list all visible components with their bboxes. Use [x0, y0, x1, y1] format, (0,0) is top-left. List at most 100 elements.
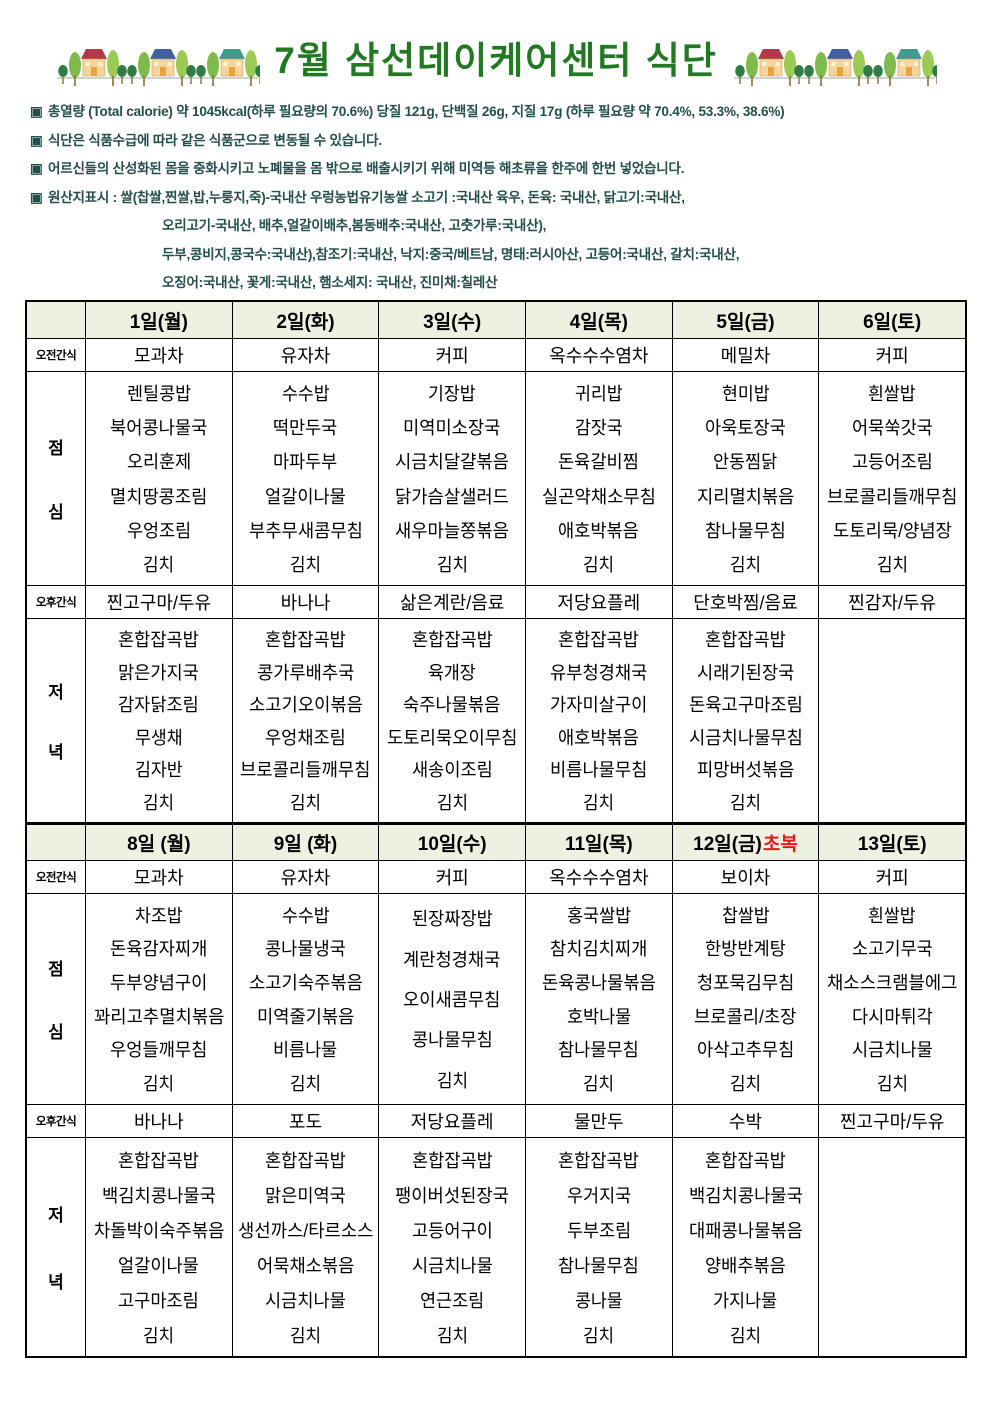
dinner-cell: 혼합잡곡밥 맑은미역국 생선까스/타르소스 어묵채소볶음 시금치나물 김치	[231, 1137, 379, 1356]
meal-item: 어묵쑥갓국	[851, 414, 934, 440]
day-header-cell: 9일 (화)	[231, 824, 379, 860]
meal-item: 실곤약채소무침	[541, 483, 657, 509]
corner-cell	[27, 302, 85, 338]
lunch-item-text: 우엉조림	[126, 520, 191, 541]
row-label-afternoon_snack: 오후간식	[27, 585, 85, 618]
lunch-item-text: 아욱토장국	[705, 418, 786, 439]
lunch-cell: 된장짜장밥 계란청경채국 오이새콤무침 콩나물무침 김치	[378, 893, 525, 1104]
lunch-item-text: 북어콩나물국	[110, 418, 208, 439]
meal-item: 아욱토장국	[704, 414, 787, 440]
lunch-item-text: 찹쌀밥	[721, 905, 770, 926]
note-text: 두부,콩비지,콩국수:국내산),참조기:국내산, 낙지:중국/베트남, 명태:러…	[162, 246, 740, 262]
meal-item: 가자미살구이	[549, 691, 648, 717]
dinner-item-text: 유부청경채국	[550, 662, 648, 683]
meal-item: 다시마튀각	[851, 1003, 934, 1029]
dinner-cell	[818, 618, 965, 822]
lunch-item-text: 멸치땅콩조림	[110, 486, 208, 507]
dinner-item-text: 혼합잡곡밥	[265, 630, 346, 651]
meal-item: 혼합잡곡밥	[411, 1147, 494, 1173]
dinner-label-char: 녁	[48, 1273, 64, 1292]
dinner-item-text: 연근조림	[420, 1290, 485, 1311]
afternoon_snack-item: 삶은계란/음료	[399, 593, 505, 613]
meal-item: 브로콜리들깨무침	[826, 483, 958, 509]
meal-item: 미역미소장국	[402, 414, 501, 440]
lunch-cell: 현미밥 아욱토장국 안동찜닭 지리멸치볶음 참나물무침 김치	[671, 371, 819, 585]
morning_snack-cell: 모과차	[85, 860, 232, 893]
meal-item: 콩나물냉국	[264, 935, 347, 961]
dinner-item-text: 우거지국	[566, 1185, 631, 1206]
afternoon_snack-cell: 바나나	[231, 585, 379, 618]
dinner-item-text: 혼합잡곡밥	[411, 1150, 493, 1171]
lunch-item-text: 비름나물	[273, 1040, 338, 1061]
meal-item: 고등어조림	[851, 448, 934, 474]
lunch-item-text: 렌틸콩밥	[126, 384, 191, 405]
lunch-item-text: 감잣국	[574, 418, 623, 439]
dinner-item-text: 애호박볶음	[558, 727, 640, 748]
lunch-item-text: 참나물무침	[558, 1040, 640, 1061]
meal-item: 꽈리고추멸치볶음	[93, 1003, 225, 1029]
meal-item: 어묵채소볶음	[256, 1252, 355, 1278]
day-header-label: 10일(수)	[417, 834, 487, 855]
morning_snack-cell: 보이차	[671, 860, 819, 893]
morning_snack-cell: 커피	[378, 338, 525, 371]
lunch-item-text: 고등어조림	[851, 452, 933, 473]
afternoon_snack-cell: 바나나	[85, 1104, 232, 1137]
lunch-item-text: 현미밥	[721, 384, 770, 405]
lunch-item-text: 김치	[143, 1074, 175, 1095]
meal-item: 김치	[582, 1322, 615, 1348]
meal-item: 김치	[289, 789, 322, 815]
dinner-item-text: 시금치나물무침	[688, 727, 803, 748]
dinner-cell: 혼합잡곡밥 시래기된장국 돈육고구마조림 시금치나물무침 피망버섯볶음 김치	[671, 618, 819, 822]
meal-item: 멸치땅콩조림	[109, 483, 208, 509]
lunch-item-text: 계란청경채국	[403, 949, 501, 970]
meal-item: 김치	[142, 1070, 175, 1096]
afternoon_snack-cell: 포도	[231, 1104, 379, 1137]
lunch-item-text: 우엉들깨무침	[110, 1040, 208, 1061]
meal-item: 감잣국	[574, 414, 624, 440]
meal-item: 차조밥	[134, 902, 184, 928]
dinner-item-text: 가지나물	[713, 1290, 778, 1311]
meal-item: 우거지국	[566, 1182, 632, 1208]
meal-item: 김치	[729, 551, 762, 577]
meal-item: 수수밥	[281, 902, 331, 928]
meal-item: 혼합잡곡밥	[264, 626, 347, 652]
meal-item: 혼합잡곡밥	[264, 1147, 347, 1173]
lunch-item-text: 김치	[583, 1074, 615, 1095]
meal-item: 김치	[729, 789, 762, 815]
corner-cell	[27, 824, 85, 860]
meal-item: 참치김치찌개	[549, 935, 648, 961]
lunch-item-text: 호박나물	[566, 1006, 631, 1027]
meal-item: 혼합잡곡밥	[117, 1147, 200, 1173]
day-header-cell: 8일 (월)	[85, 824, 232, 860]
afternoon_snack-item: 바나나	[133, 1112, 184, 1132]
lunch-item-text: 오이새콤무침	[403, 989, 501, 1010]
lunch-item-text: 콩나물냉국	[265, 939, 346, 960]
dinner-item-text: 맑은미역국	[265, 1185, 346, 1206]
dinner-item-text: 양배추볶음	[705, 1255, 786, 1276]
dinner-item-text: 고구마조림	[118, 1290, 200, 1311]
meal-item: 김치	[582, 551, 615, 577]
morning_snack-item: 옥수수수염차	[549, 346, 649, 366]
lunch-item-text: 미역줄기볶음	[256, 1006, 355, 1027]
meal-item: 혼합잡곡밥	[117, 626, 200, 652]
dinner-item-text: 시금치나물	[411, 1255, 493, 1276]
meal-item: 콩가루배추국	[256, 659, 355, 685]
morning_snack-item: 커피	[435, 346, 469, 366]
meal-item: 채소스크램블에그	[826, 969, 958, 995]
lunch-item-text: 김치	[289, 1074, 322, 1095]
lunch-item-text: 소고기숙주볶음	[248, 973, 363, 994]
lunch-item-text: 채소스크램블에그	[826, 973, 958, 994]
dinner-item-text: 김치	[143, 792, 175, 813]
dinner-item-text: 숙주나물볶음	[403, 695, 501, 716]
afternoon_snack-item: 단호박찜/음료	[693, 593, 798, 613]
meal-item: 우엉채조림	[264, 724, 347, 750]
meal-item: 유부청경채국	[549, 659, 648, 685]
morning_snack-cell: 유자차	[231, 338, 379, 371]
meal-item: 김치	[582, 789, 615, 815]
day-header-label: 13일(토)	[857, 834, 927, 855]
dinner-item-text: 새송이조림	[411, 760, 493, 781]
meal-item: 지리멸치볶음	[696, 483, 795, 509]
lunch-item-text: 김치	[583, 554, 615, 575]
meal-item: 콩나물	[574, 1287, 624, 1313]
